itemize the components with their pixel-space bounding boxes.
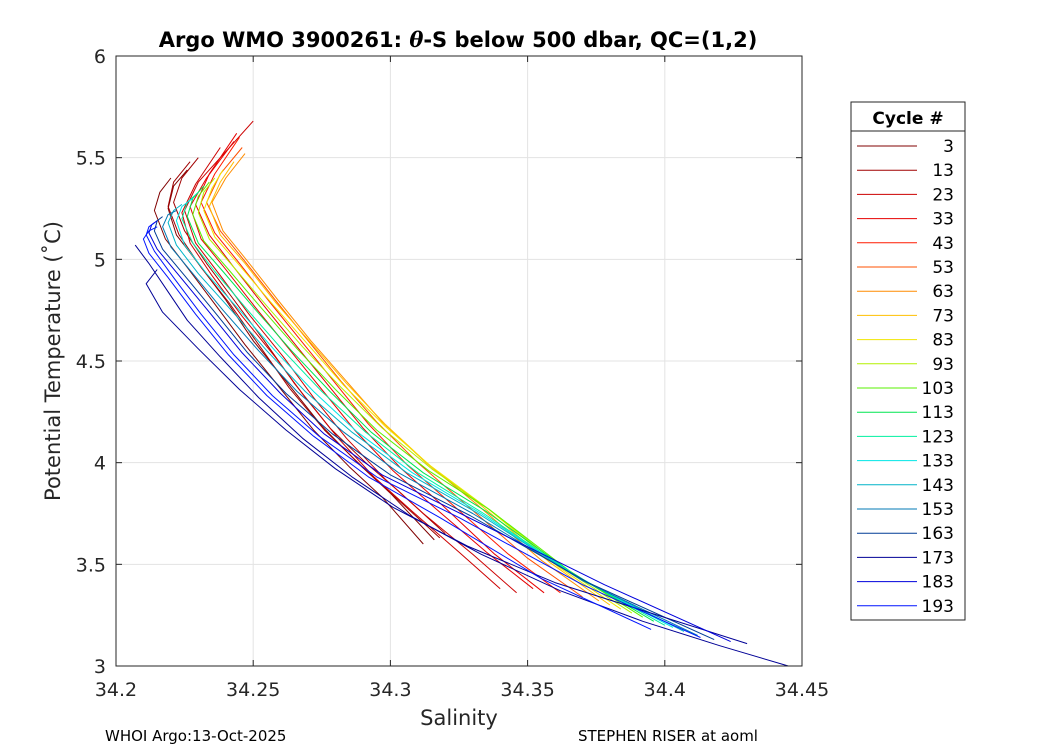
legend-label: 53 bbox=[932, 258, 954, 278]
x-tick-label: 34.3 bbox=[369, 679, 411, 701]
chart-title: Argo WMO 3900261: θ-S below 500 dbar, QC… bbox=[159, 27, 758, 52]
legend-title: Cycle # bbox=[872, 109, 943, 129]
profile-line bbox=[181, 147, 501, 590]
legend-item: 123 bbox=[857, 427, 954, 447]
series-cycle-133 bbox=[175, 197, 674, 628]
series-cycle-23 bbox=[181, 120, 517, 594]
profile-line bbox=[167, 161, 441, 539]
legend-label: 113 bbox=[922, 403, 954, 423]
series-cycle-103 bbox=[192, 181, 644, 618]
legend-label: 103 bbox=[922, 379, 954, 399]
legend-item: 43 bbox=[857, 234, 954, 254]
series-cycle-183 bbox=[148, 220, 731, 643]
profile-line bbox=[153, 177, 424, 545]
profile-line bbox=[192, 181, 644, 618]
x-tick-label: 34.25 bbox=[226, 679, 280, 701]
legend-label: 83 bbox=[932, 331, 954, 351]
legend-item: 93 bbox=[857, 355, 954, 375]
legend-item: 143 bbox=[857, 476, 954, 496]
profile-line bbox=[184, 120, 517, 594]
legend-label: 133 bbox=[922, 452, 954, 472]
grid bbox=[115, 55, 803, 667]
profile-line bbox=[167, 203, 685, 632]
profile-line bbox=[208, 161, 611, 606]
x-tick-label: 34.45 bbox=[775, 679, 829, 701]
legend-label: 13 bbox=[932, 161, 954, 181]
x-tick-label: 34.4 bbox=[644, 679, 686, 701]
profile-line bbox=[142, 226, 652, 630]
legend-label: 93 bbox=[932, 355, 954, 375]
legend-label: 33 bbox=[932, 210, 954, 230]
x-tick-labels: 34.2 34.25 34.3 34.35 34.4 34.45 bbox=[95, 679, 829, 701]
series-cycle-193 bbox=[142, 222, 701, 638]
legend-item: 113 bbox=[857, 403, 954, 423]
legend-item: 23 bbox=[857, 185, 954, 205]
y-tick-label: 3.5 bbox=[76, 554, 106, 576]
profile-line bbox=[186, 185, 655, 622]
profile-line bbox=[134, 244, 789, 667]
y-tick-label: 3 bbox=[94, 656, 106, 678]
legend-label: 183 bbox=[922, 573, 954, 593]
legend-item: 103 bbox=[857, 379, 954, 399]
y-tick-label: 4 bbox=[94, 453, 106, 475]
tick-marks bbox=[115, 55, 803, 667]
legend-item: 3 bbox=[857, 137, 954, 157]
profile-line bbox=[153, 216, 715, 641]
series-cycle-143 bbox=[167, 203, 685, 632]
legend-item: 173 bbox=[857, 548, 954, 568]
legend-label: 23 bbox=[932, 185, 954, 205]
y-tick-labels: 3 3.5 4 4.5 5 5.5 6 bbox=[76, 46, 106, 678]
legend-item: 83 bbox=[857, 331, 954, 351]
legend-label: 153 bbox=[922, 500, 954, 520]
legend-label: 193 bbox=[922, 597, 954, 617]
series-cycle-173 bbox=[134, 244, 789, 667]
legend: Cycle # 3 13 23 33 43 53 63 73 83 93 103 113 123 133 1… bbox=[850, 101, 966, 621]
legend-item: 63 bbox=[857, 282, 954, 302]
profile-line bbox=[181, 191, 666, 626]
legend-label: 143 bbox=[922, 476, 954, 496]
series-cycle-63 bbox=[211, 153, 600, 602]
legend-item: 53 bbox=[857, 258, 954, 278]
footer-operator: STEPHEN RISER at aoml bbox=[578, 727, 758, 745]
legend-item: 183 bbox=[857, 573, 954, 593]
legend-label: 123 bbox=[922, 427, 954, 447]
profile-line bbox=[175, 197, 674, 628]
legend-item: 33 bbox=[857, 210, 954, 230]
series-cycle-73 bbox=[208, 161, 611, 606]
legend-item: 73 bbox=[857, 306, 954, 326]
legend-item: 153 bbox=[857, 500, 954, 520]
x-tick-label: 34.2 bbox=[95, 679, 137, 701]
profile-line bbox=[145, 269, 748, 645]
profile-line bbox=[211, 153, 600, 602]
legend-item: 13 bbox=[857, 161, 954, 181]
footer-source: WHOI Argo:13-Oct-2025 bbox=[105, 727, 286, 745]
x-tick-label: 34.35 bbox=[500, 679, 554, 701]
legend-label: 163 bbox=[922, 524, 954, 544]
legend-label: 173 bbox=[922, 548, 954, 568]
y-tick-label: 4.5 bbox=[76, 351, 106, 373]
legend-label: 3 bbox=[943, 137, 954, 157]
series-cycle-123 bbox=[181, 191, 666, 626]
legend-label: 73 bbox=[932, 306, 954, 326]
profile-line bbox=[162, 210, 698, 636]
series-cycle-153 bbox=[162, 210, 698, 636]
legend-label: 43 bbox=[932, 234, 954, 254]
y-tick-label: 6 bbox=[94, 46, 106, 68]
y-axis-label: Potential Temperature (˚C) bbox=[41, 221, 65, 501]
legend-item: 193 bbox=[857, 597, 954, 617]
legend-item: 133 bbox=[857, 452, 954, 472]
x-axis-label: Salinity bbox=[420, 706, 498, 730]
legend-label: 63 bbox=[932, 282, 954, 302]
y-tick-label: 5 bbox=[94, 249, 106, 271]
legend-entries: 3 13 23 33 43 53 63 73 83 93 103 113 123 133 143 153 163… bbox=[857, 137, 954, 617]
series-cycle-113 bbox=[186, 185, 655, 622]
legend-item: 163 bbox=[857, 524, 954, 544]
profile-line bbox=[148, 220, 731, 643]
y-tick-label: 5.5 bbox=[76, 148, 106, 170]
series-group bbox=[134, 120, 789, 667]
series-cycle-163 bbox=[153, 216, 715, 641]
